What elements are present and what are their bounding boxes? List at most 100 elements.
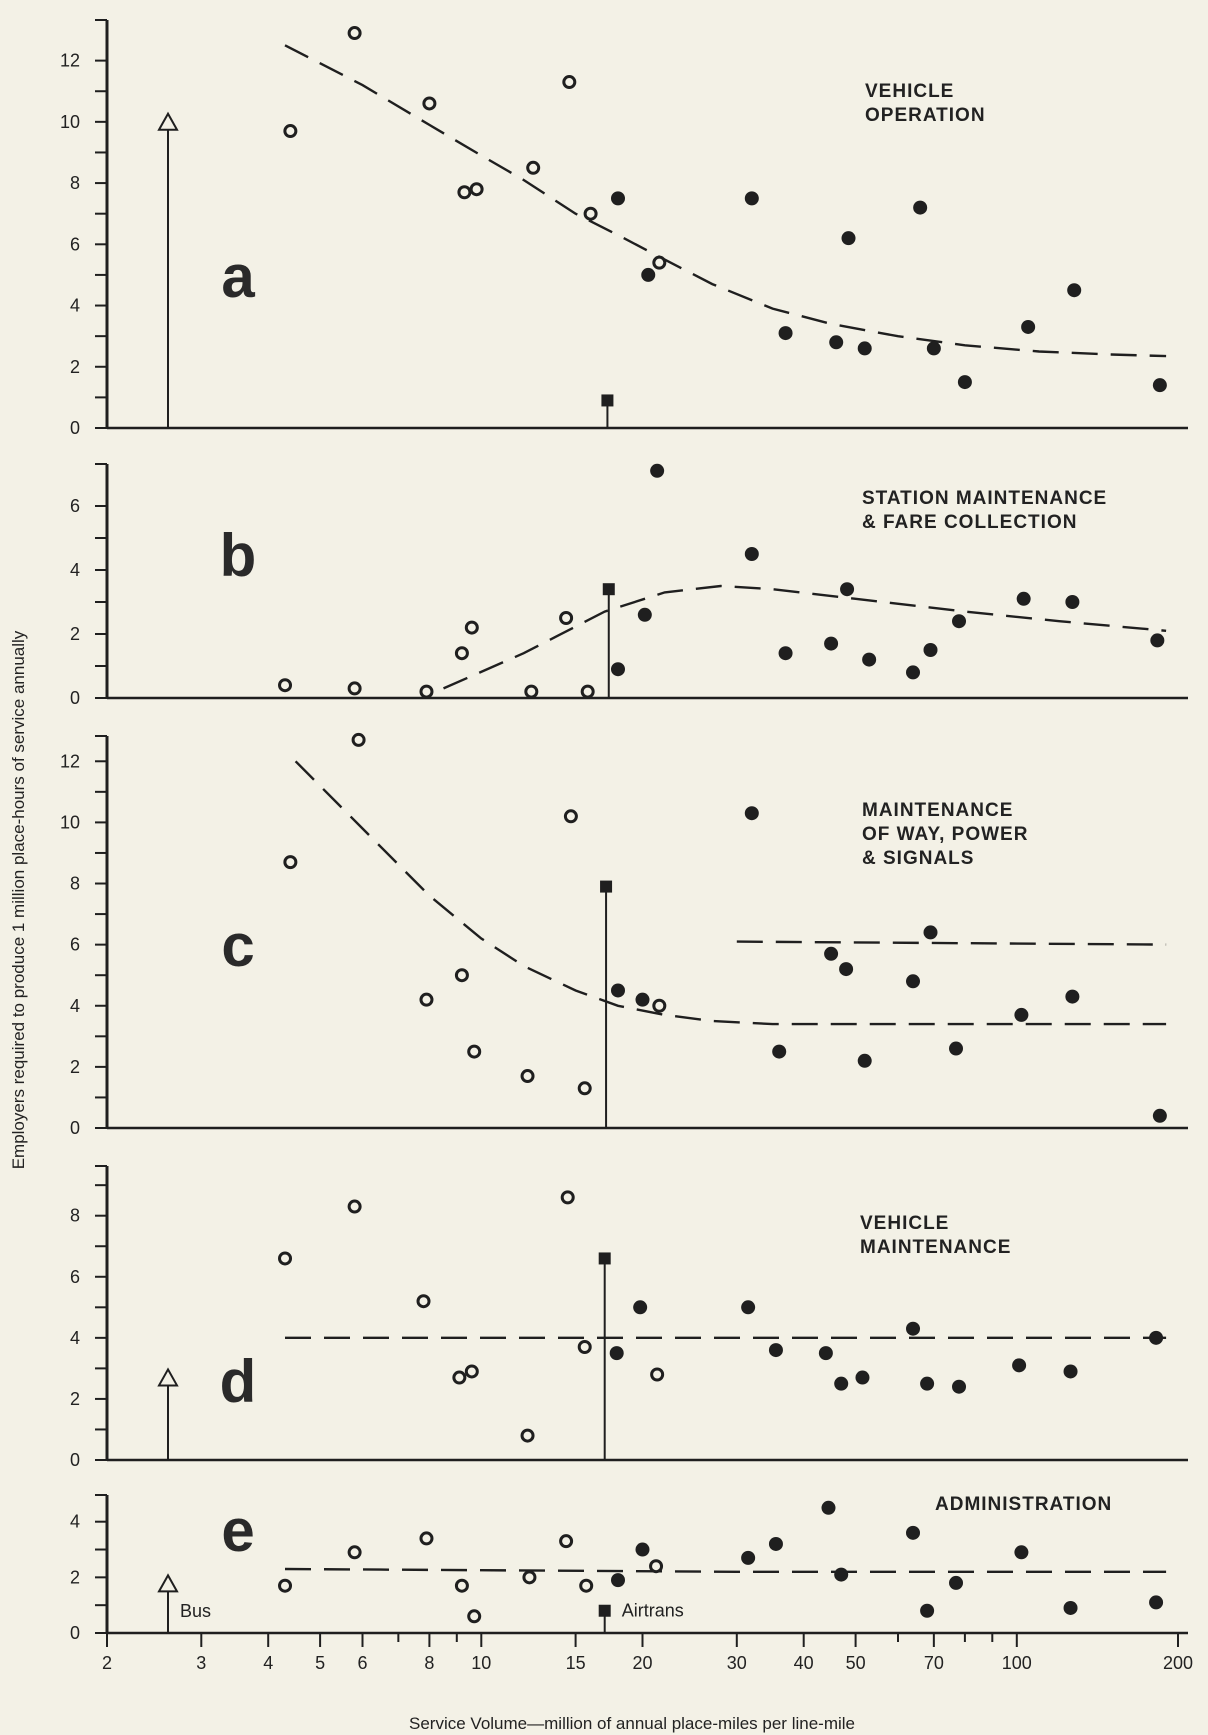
filled-circle-point [641,267,656,282]
panel-title-c: OF WAY, POWER [862,824,1028,845]
filled-circle-point [952,1379,967,1394]
panel-letter-b: b [220,522,257,589]
trend-line-c [736,940,1167,946]
x-tick-label: 2 [102,1653,112,1673]
x-tick-label: 8 [424,1653,434,1673]
filled-circle-point [633,1300,648,1315]
panel-e: 0 2 4 e ADMINISTRATION [70,1494,1188,1643]
open-circle-point [649,1559,664,1574]
open-circle-point [419,1531,434,1546]
filled-circle-point [610,662,625,677]
open-circle-point [520,1428,535,1443]
panel-b: 0 2 4 6 b STATION MAINTENANCE & FARE COLLECTIO… [70,463,1188,708]
filled-circle-point [906,1321,921,1336]
filled-circle-point [821,1500,836,1515]
filled-circle-point [824,946,839,961]
panel-title-b: STATION MAINTENANCE [862,488,1107,509]
filled-circle-point [829,335,844,350]
x-axis: 2 3 4 5 6 8 10 15 20 30 40 50 70 100 200 [102,1633,1193,1673]
filled-circle-point [824,636,839,651]
y-tick-label-a: 12 [60,51,80,71]
y-tick-label-c: 0 [70,1118,80,1138]
open-circle-point [559,1534,574,1549]
open-circle-point [526,160,541,175]
filled-circle-point [949,1041,964,1056]
filled-circle-point [741,1550,756,1565]
panel-title-c: & SIGNALS [862,848,974,869]
y-tick-label-c: 12 [60,751,80,771]
panel-title-d: VEHICLE [860,1213,949,1234]
filled-circle-point [834,1567,849,1582]
filled-circle-point [778,646,793,661]
open-circle-point [278,1578,293,1593]
x-tick-label: 6 [357,1653,367,1673]
filled-circle-point [1065,989,1080,1004]
filled-circle-point [1065,595,1080,609]
panel-title-d: MAINTENANCE [860,1237,1011,1258]
open-circle-point [464,620,479,635]
y-tick-label-d: 8 [70,1206,80,1226]
airtrans-point-a [601,394,614,407]
x-tick-label: 100 [1002,1653,1032,1673]
panel-title-b: & FARE COLLECTION [862,512,1077,533]
open-circle-point [278,678,293,693]
y-tick-label-a: 0 [70,418,80,438]
open-circle-point [347,26,362,41]
filled-circle-point [862,652,877,667]
filled-circle-point [744,806,759,821]
open-circle-point [524,684,539,699]
filled-circle-point [1016,591,1031,606]
filled-circle-point [834,1376,849,1391]
filled-circle-point [1021,319,1036,334]
open-circle-point [283,124,298,139]
filled-circle-point [855,1370,870,1385]
x-tick-label: 15 [566,1653,586,1673]
open-circle-point [464,1364,479,1379]
filled-circle-point [913,200,928,215]
open-circle-point [652,255,667,270]
airtrans-point-c [600,880,613,893]
bus-arrow-head-e [157,1573,179,1593]
filled-circle-point [957,375,972,390]
y-tick-label-a: 2 [70,357,80,377]
filled-circle-point [926,341,941,356]
panel-letter-c: c [221,912,254,979]
open-circle-point [577,1340,592,1355]
panel-title-c: MAINTENANCE [862,800,1013,821]
x-tick-label: 10 [471,1653,491,1673]
filled-circle-point [741,1300,756,1315]
open-circle-point [562,75,577,90]
filled-circle-point [610,983,625,998]
panel-letter-d: d [220,1348,257,1415]
open-circle-point [467,1609,482,1624]
filled-circle-point [1067,283,1082,298]
y-tick-label-e: 4 [70,1512,80,1532]
filled-circle-point [920,1603,935,1618]
y-tick-label-e: 0 [70,1623,80,1643]
airtrans-point-b [602,583,615,596]
panel-a: 0 2 4 6 8 10 12 a VEHICLE OPERATION [60,19,1188,438]
filled-circle-point [637,607,652,622]
filled-circle-point [923,925,938,940]
open-circle-point [422,96,437,111]
filled-circle-point [1012,1358,1027,1373]
filled-circle-point [841,231,856,246]
filled-circle-point [635,1542,650,1557]
y-tick-label-c: 6 [70,935,80,955]
y-tick-label-d: 6 [70,1267,80,1287]
open-circle-point [419,684,434,699]
filled-circle-point [778,326,793,341]
filled-circle-point [1152,1108,1167,1123]
open-circle-point [522,1570,537,1585]
open-circle-point [560,1190,575,1205]
filled-circle-point [1014,1007,1029,1022]
filled-circle-point [1149,1330,1164,1345]
y-tick-label-d: 4 [70,1328,80,1348]
panel-title-e: ADMINISTRATION [935,1494,1112,1515]
open-circle-point [650,1367,665,1382]
filled-circle-point [840,582,855,597]
open-circle-point [454,1578,469,1593]
open-circle-point [278,1251,293,1266]
y-tick-label-a: 10 [60,112,80,132]
y-tick-label-d: 0 [70,1450,80,1470]
